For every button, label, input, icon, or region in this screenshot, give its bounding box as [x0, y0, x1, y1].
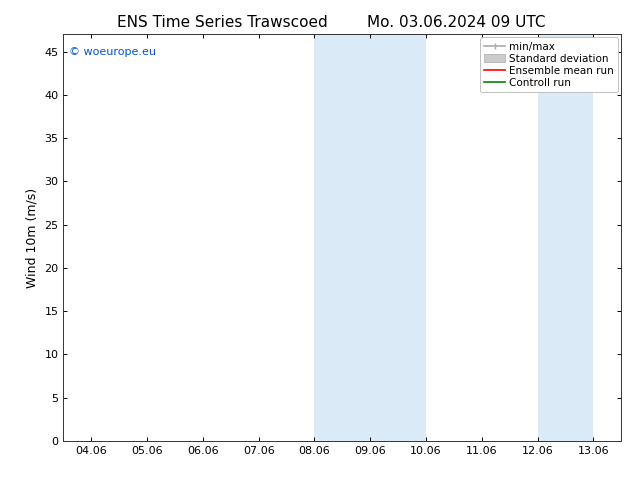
Bar: [314, 34, 370, 441]
Bar: [370, 34, 426, 441]
Text: © woeurope.eu: © woeurope.eu: [69, 47, 156, 56]
Y-axis label: Wind 10m (m/s): Wind 10m (m/s): [26, 188, 39, 288]
Legend: min/max, Standard deviation, Ensemble mean run, Controll run: min/max, Standard deviation, Ensemble me…: [480, 37, 618, 92]
Text: Mo. 03.06.2024 09 UTC: Mo. 03.06.2024 09 UTC: [367, 15, 546, 30]
Text: ENS Time Series Trawscoed: ENS Time Series Trawscoed: [117, 15, 327, 30]
Bar: [538, 34, 593, 441]
